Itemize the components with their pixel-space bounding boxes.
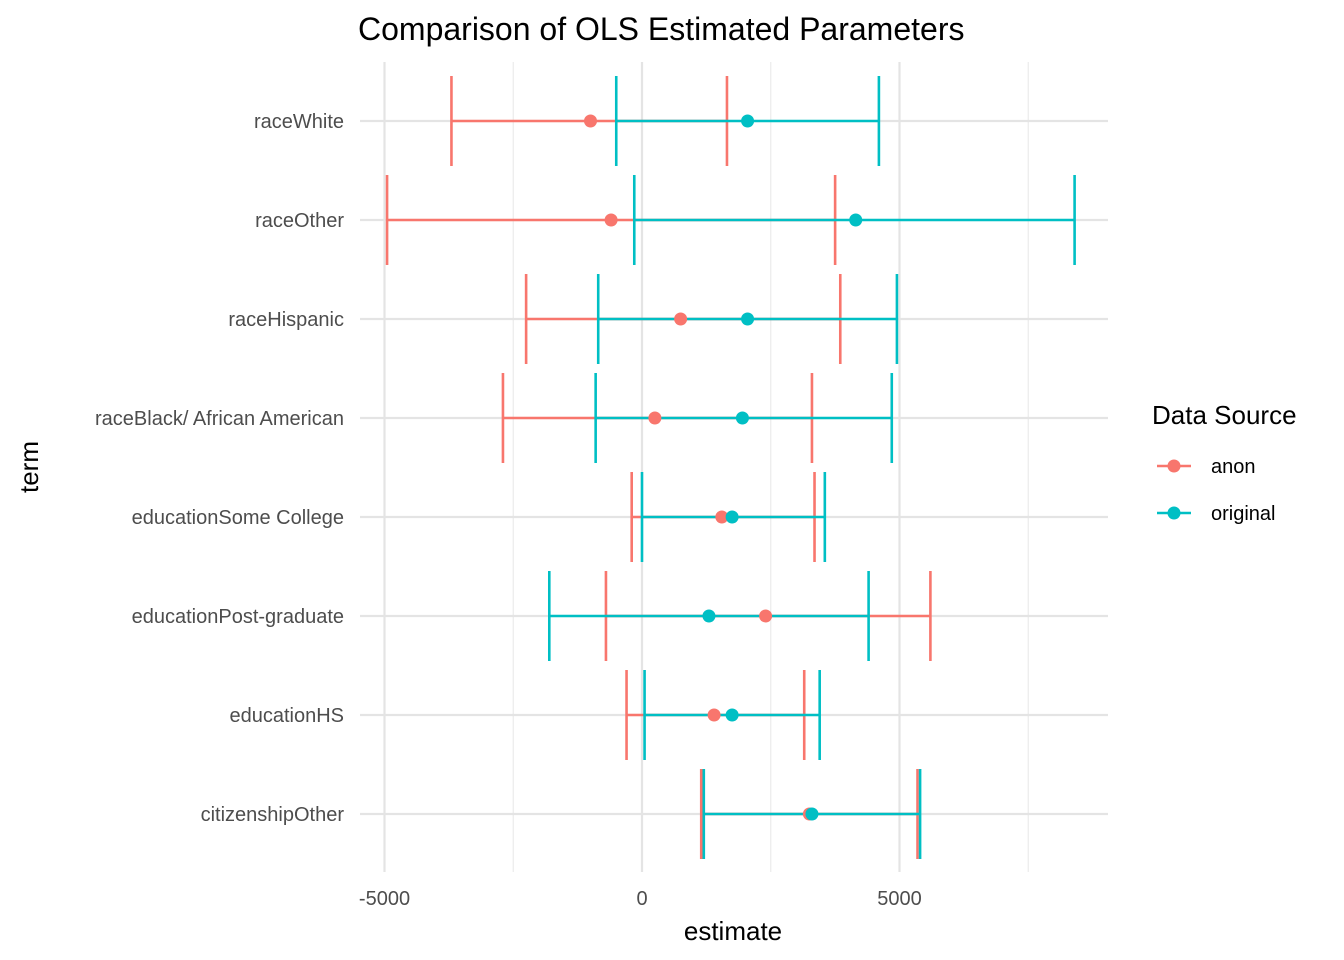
- legend-key-point: [1167, 506, 1181, 520]
- y-tick-label-racehispanic: raceHispanic: [228, 309, 344, 331]
- legend-title: Data Source: [1152, 400, 1297, 430]
- grid-lines: [360, 62, 1108, 872]
- point-original-educationpost-graduate: [702, 609, 716, 623]
- chart-title: Comparison of OLS Estimated Parameters: [358, 11, 964, 47]
- x-tick-label: 0: [636, 888, 647, 910]
- x-tick-labels: -5000 0 5000: [359, 888, 922, 910]
- estimate-points: [584, 114, 863, 821]
- point-original-racehispanic: [741, 312, 755, 326]
- point-original-citizenshipother: [805, 807, 819, 821]
- point-original-raceblack-african-american: [735, 411, 749, 425]
- error-bars: [385, 76, 1076, 859]
- legend-label: original: [1211, 503, 1275, 525]
- y-axis-title: term: [14, 441, 44, 493]
- legend-items: anon original: [1157, 456, 1275, 525]
- y-tick-label-educationsome-college: educationSome College: [132, 507, 344, 529]
- y-tick-label-citizenshipother: citizenshipOther: [201, 804, 345, 826]
- point-anon-educationhs: [707, 708, 721, 722]
- legend-item-anon: anon: [1157, 456, 1256, 478]
- point-anon-racehispanic: [674, 312, 688, 326]
- legend-item-original: original: [1157, 503, 1275, 525]
- legend: Data Source anon original: [1152, 400, 1297, 525]
- y-tick-label-raceother: raceOther: [255, 210, 344, 232]
- point-anon-raceblack-african-american: [648, 411, 662, 425]
- legend-key-point: [1167, 459, 1181, 473]
- x-tick-label: -5000: [359, 888, 410, 910]
- point-original-educationhs: [725, 708, 739, 722]
- point-original-racewhite: [741, 114, 755, 128]
- y-tick-label-educationhs: educationHS: [229, 705, 344, 727]
- point-anon-educationpost-graduate: [759, 609, 773, 623]
- point-original-raceother: [849, 213, 863, 227]
- point-anon-educationsome-college: [715, 510, 729, 524]
- y-tick-label-educationpost-graduate: educationPost-graduate: [132, 606, 344, 628]
- legend-label: anon: [1211, 456, 1256, 478]
- y-tick-label-racewhite: raceWhite: [254, 111, 344, 133]
- x-axis-title: estimate: [684, 916, 782, 946]
- y-tick-labels: raceWhite raceOther raceHispanic raceBlack/…: [95, 111, 344, 826]
- point-anon-racewhite: [584, 114, 597, 128]
- y-tick-label-raceblack-african-american: raceBlack/ African American: [95, 408, 344, 430]
- point-anon-raceother: [604, 213, 618, 227]
- x-tick-label: 5000: [877, 888, 922, 910]
- point-original-educationsome-college: [725, 510, 739, 524]
